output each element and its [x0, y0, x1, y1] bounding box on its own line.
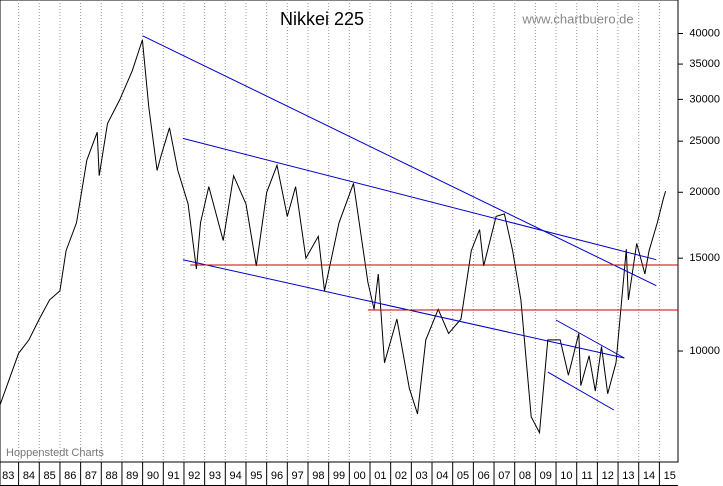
price-line [0, 39, 667, 435]
x-tick-label: 09 [540, 470, 552, 482]
x-tick-label: 92 [188, 470, 200, 482]
x-tick-label: 98 [312, 470, 324, 482]
chart-title: Nikkei 225 [280, 9, 364, 29]
x-tick-label: 93 [209, 470, 221, 482]
x-tick-label: 07 [498, 470, 510, 482]
y-tick-label: 30000 [689, 93, 720, 105]
x-tick-label: 90 [147, 470, 159, 482]
x-tick-label: 89 [126, 470, 138, 482]
x-tick-label: 85 [43, 470, 55, 482]
x-tick-label: 11 [581, 470, 592, 482]
x-tick-label: 95 [250, 470, 262, 482]
x-tick-label: 06 [478, 470, 490, 482]
trend-line [142, 35, 657, 287]
y-tick-label: 35000 [689, 58, 720, 70]
x-tick-label: 15 [664, 470, 676, 482]
plot-frame [0, 0, 679, 463]
x-tick-label: 91 [168, 470, 180, 482]
x-tick-label: 83 [2, 470, 14, 482]
x-tick-label: 04 [436, 470, 448, 482]
x-tick-label: 84 [23, 470, 35, 482]
y-tick-label: 40000 [689, 27, 720, 39]
trend-line [555, 319, 625, 359]
trend-line [182, 137, 657, 261]
trend-line [182, 259, 625, 359]
trend-line [547, 371, 615, 411]
x-tick-label: 10 [560, 470, 572, 482]
x-tick-label: 99 [333, 470, 345, 482]
x-tick-label: 13 [622, 470, 634, 482]
x-tick-label: 94 [230, 470, 242, 482]
x-tick-label: 86 [64, 470, 76, 482]
source-note: Hoppenstedt Charts [6, 447, 104, 459]
y-tick-label: 25000 [689, 135, 720, 147]
y-tick-label: 20000 [689, 186, 720, 198]
x-tick-label: 88 [105, 470, 117, 482]
x-tick-label: 00 [354, 470, 366, 482]
x-tick-label: 97 [292, 470, 304, 482]
x-tick-label: 03 [416, 470, 428, 482]
x-tick-label: 05 [457, 470, 469, 482]
x-tick-label: 14 [643, 470, 655, 482]
x-tick-label: 02 [395, 470, 407, 482]
y-tick-label: 10000 [689, 345, 720, 357]
x-tick-label: 01 [374, 470, 386, 482]
x-tick-label: 96 [271, 470, 283, 482]
x-tick-label: 12 [602, 470, 614, 482]
watermark: www.chartbuero.de [521, 11, 633, 26]
y-tick-label: 15000 [689, 252, 720, 264]
x-tick-label: 87 [85, 470, 97, 482]
x-tick-label: 08 [519, 470, 531, 482]
